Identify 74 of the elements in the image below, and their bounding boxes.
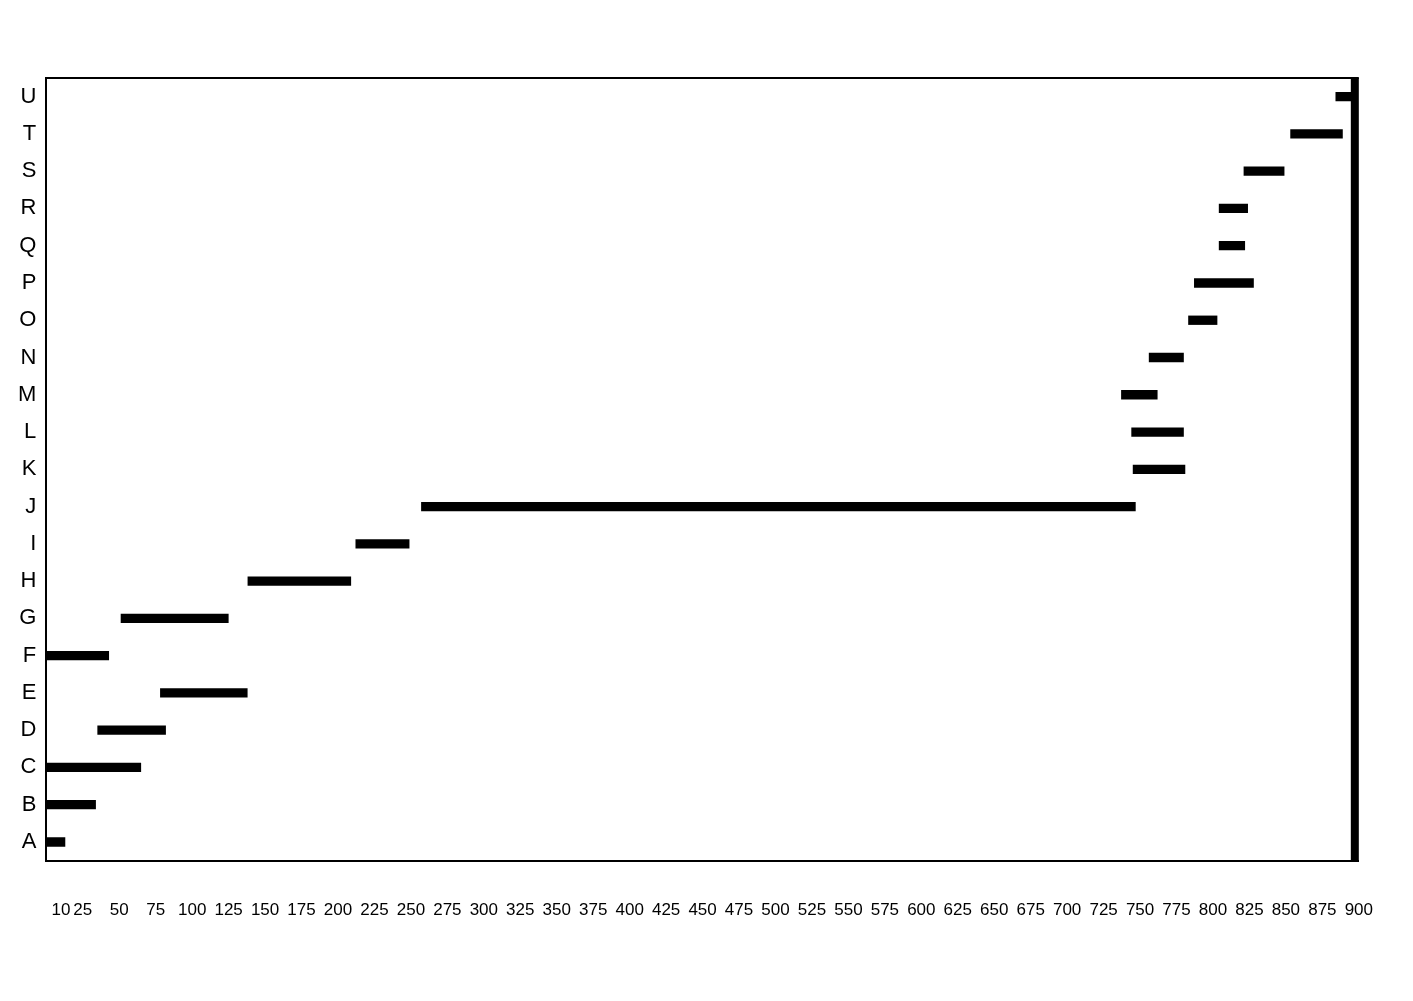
bar xyxy=(160,688,248,698)
x-tick-label: 725 xyxy=(1089,900,1118,920)
y-tick-label: E xyxy=(21,678,37,704)
bar xyxy=(1188,315,1218,325)
x-tick-label: 225 xyxy=(360,900,389,920)
bar xyxy=(421,501,1136,512)
x-tick-label: 900 xyxy=(1344,900,1374,920)
x-tick-label: 175 xyxy=(287,900,316,920)
y-tick-label: U xyxy=(20,82,37,108)
x-tick-label: 325 xyxy=(506,900,535,920)
y-tick-label: I xyxy=(30,529,37,555)
x-tick-label: 525 xyxy=(797,900,827,920)
y-tick-label: S xyxy=(21,157,37,183)
y-tick-label: H xyxy=(20,567,37,593)
y-tick-label: M xyxy=(18,380,37,406)
y-tick-label: C xyxy=(20,753,37,779)
bar xyxy=(1290,129,1343,139)
y-tick-label: B xyxy=(21,790,37,816)
bar xyxy=(1218,241,1246,251)
x-tick-label: 625 xyxy=(943,900,972,920)
x-tick-label: 700 xyxy=(1052,900,1082,920)
y-tick-label: N xyxy=(20,343,37,369)
x-tick-label: 425 xyxy=(651,900,681,920)
bar xyxy=(97,725,166,735)
y-tick-label: G xyxy=(19,604,37,630)
y-tick-label: F xyxy=(22,641,37,667)
x-tick-label: 275 xyxy=(433,900,462,920)
bar xyxy=(1132,464,1186,474)
y-tick-label: T xyxy=(22,119,37,145)
x-tick-label: 750 xyxy=(1125,900,1155,920)
x-tick-label: 775 xyxy=(1162,900,1191,920)
y-tick-label: Q xyxy=(19,231,37,257)
x-tick-label: 650 xyxy=(980,900,1009,920)
x-tick-label: 550 xyxy=(834,900,863,920)
bar xyxy=(1121,390,1158,400)
y-tick-label: J xyxy=(25,492,37,518)
y-tick-label: A xyxy=(21,828,37,854)
x-tick-label: 500 xyxy=(761,900,790,920)
x-tick-label: 350 xyxy=(542,900,571,920)
y-tick-label: K xyxy=(21,455,37,481)
y-tick-label: L xyxy=(24,418,37,444)
x-tick-label: 75 xyxy=(146,900,166,920)
bar xyxy=(1131,427,1184,437)
x-tick-label: 450 xyxy=(688,900,717,920)
x-tick-label: 10 xyxy=(51,900,71,920)
x-tick-label: 675 xyxy=(1016,900,1045,920)
bar xyxy=(247,576,352,586)
x-tick-label: 400 xyxy=(615,900,644,920)
x-tick-label: 800 xyxy=(1198,900,1228,920)
bar xyxy=(1218,203,1248,214)
bar xyxy=(1194,278,1254,288)
x-tick-label: 50 xyxy=(109,900,129,920)
x-tick-label: 300 xyxy=(469,900,499,920)
y-tick-label: D xyxy=(20,716,37,742)
y-tick-label: R xyxy=(20,194,37,220)
y-tick-label: O xyxy=(19,306,37,332)
x-tick-label: 100 xyxy=(177,900,207,920)
bar xyxy=(1148,352,1184,363)
x-tick-label: 150 xyxy=(250,900,280,920)
x-tick-label: 125 xyxy=(214,900,243,920)
x-tick-label: 850 xyxy=(1271,900,1301,920)
x-tick-label: 600 xyxy=(907,900,936,920)
x-tick-label: 200 xyxy=(323,900,353,920)
x-tick-label: 875 xyxy=(1308,900,1337,920)
bar xyxy=(1243,166,1285,176)
x-tick-label: 825 xyxy=(1235,900,1264,920)
bar xyxy=(120,613,229,624)
x-tick-label: 25 xyxy=(73,900,93,920)
x-tick-label: 475 xyxy=(724,900,754,920)
x-tick-label: 250 xyxy=(396,900,426,920)
x-tick-label: 575 xyxy=(870,900,900,920)
y-tick-label: P xyxy=(21,269,37,295)
x-tick-label: 375 xyxy=(579,900,608,920)
bar xyxy=(355,539,410,549)
